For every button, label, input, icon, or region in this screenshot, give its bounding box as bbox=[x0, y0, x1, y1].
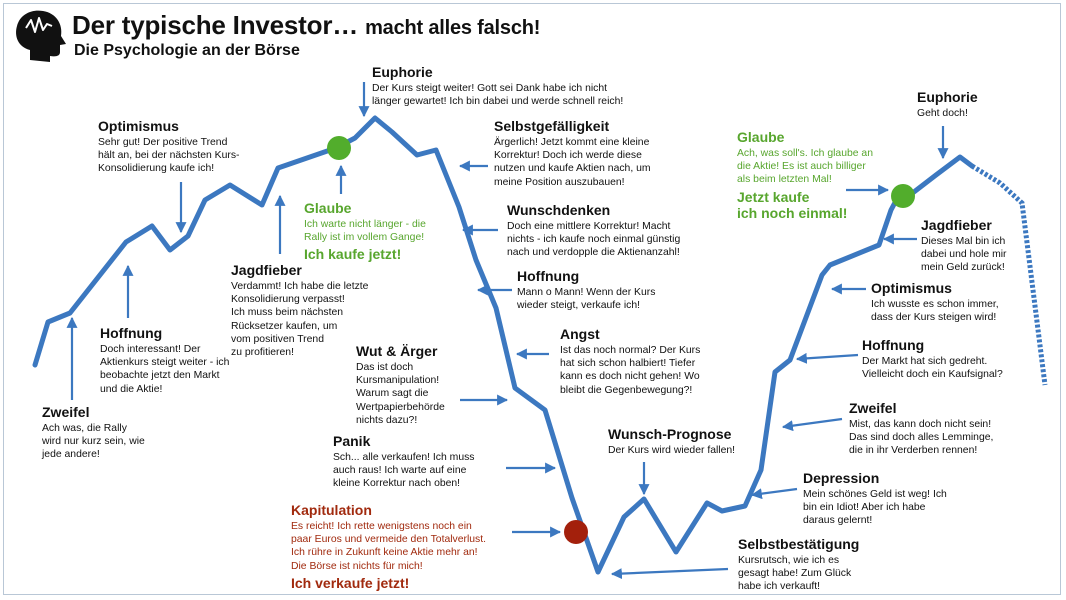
page-title: Der typische Investor… macht alles falsc… bbox=[72, 10, 540, 41]
title-tail-text: macht alles falsch! bbox=[365, 17, 541, 39]
label-glaube-2: Glaube Ach, was soll's. Ich glaube an di… bbox=[737, 129, 873, 221]
label-text: Der Kurs steigt weiter! Gott sei Dank ha… bbox=[372, 83, 624, 108]
label-euphorie-1: Euphorie Der Kurs steigt weiter! Gott se… bbox=[372, 64, 623, 108]
label-text: Sch... alle verkaufen! Ich muss auch rau… bbox=[333, 452, 475, 490]
label-text: Mist, das kann doch nicht sein! Das sind… bbox=[849, 419, 994, 457]
label-title: Selbstgefälligkeit bbox=[494, 118, 610, 134]
buy-call: Jetzt kaufe ich noch einmal! bbox=[737, 188, 848, 221]
label-text: Das ist doch Kursmanipulation! Warum sag… bbox=[356, 362, 445, 426]
label-angst: Angst Ist das noch normal? Der Kurs hat … bbox=[560, 326, 700, 397]
label-hoffnung-3: Hoffnung Der Markt hat sich gedreht. Vie… bbox=[862, 337, 1003, 381]
label-title: Glaube bbox=[737, 129, 785, 145]
label-text: Ich wusste es schon immer, dass der Kurs… bbox=[871, 299, 999, 324]
sell-call: Ich verkaufe jetzt! bbox=[291, 574, 410, 591]
label-title: Zweifel bbox=[849, 400, 897, 416]
label-title: Zweifel bbox=[42, 404, 90, 420]
title-main-text: Der typische Investor… bbox=[72, 10, 359, 40]
label-euphorie-2: Euphorie Geht doch! bbox=[917, 89, 978, 120]
label-kapitulation: Kapitulation Es reicht! Ich rette wenigs… bbox=[291, 502, 486, 591]
label-text: Dieses Mal bin ich dabei und hole mir me… bbox=[921, 236, 1007, 274]
label-wunschdenken: Wunschdenken Doch eine mittlere Korrektu… bbox=[507, 202, 680, 260]
label-title: Euphorie bbox=[372, 64, 433, 80]
label-selbstgefaelligkeit: Selbstgefälligkeit Ärgerlich! Jetzt komm… bbox=[494, 118, 651, 189]
buy-marker-2 bbox=[891, 184, 915, 208]
label-title: Optimismus bbox=[871, 280, 952, 296]
label-text: Sehr gut! Der positive Trend hält an, be… bbox=[98, 137, 240, 175]
label-panik: Panik Sch... alle verkaufen! Ich muss au… bbox=[333, 433, 475, 491]
buy-marker-1 bbox=[327, 136, 351, 160]
label-text: Kursrutsch, wie ich es gesagt habe! Zum … bbox=[738, 555, 852, 593]
label-optimismus-2: Optimismus Ich wusste es schon immer, da… bbox=[871, 280, 999, 324]
label-title: Selbstbestätigung bbox=[738, 536, 860, 552]
label-text: Verdammt! Ich habe die letzte Konsolidie… bbox=[231, 281, 369, 359]
price-curve bbox=[32, 115, 975, 575]
label-wut-aerger: Wut & Ärger Das ist doch Kursmanipulatio… bbox=[356, 343, 445, 427]
label-text: Ich warte nicht länger - die Rally ist i… bbox=[304, 219, 426, 244]
page-subtitle: Die Psychologie an der Börse bbox=[74, 42, 300, 59]
label-title: Depression bbox=[803, 470, 880, 486]
label-text: Der Kurs wird wieder fallen! bbox=[608, 445, 736, 456]
label-wunsch-prognose: Wunsch-Prognose Der Kurs wird wieder fal… bbox=[608, 426, 735, 457]
label-title: Euphorie bbox=[917, 89, 978, 105]
label-jagdfieber-2: Jagdfieber Dieses Mal bin ich dabei und … bbox=[921, 217, 1007, 275]
label-text: Ärgerlich! Jetzt kommt eine kleine Korre… bbox=[494, 137, 651, 188]
label-selbstbestaetigung: Selbstbestätigung Kursrutsch, wie ich es… bbox=[738, 536, 859, 594]
label-text: Doch interessant! Der Aktienkurs steigt … bbox=[100, 344, 230, 395]
label-title: Jagdfieber bbox=[921, 217, 992, 233]
label-title: Hoffnung bbox=[517, 268, 580, 284]
label-title: Wunsch-Prognose bbox=[608, 426, 732, 442]
label-title: Optimismus bbox=[98, 118, 179, 134]
label-text: Mein schönes Geld ist weg! Ich bin ein I… bbox=[803, 489, 947, 527]
pointer-arrows bbox=[66, 82, 949, 580]
label-text: Ach, was soll's. Ich glaube an die Aktie… bbox=[737, 148, 873, 186]
label-title: Hoffnung bbox=[862, 337, 925, 353]
label-text: Es reicht! Ich rette wenigstens noch ein… bbox=[291, 521, 487, 572]
head-with-brain-icon bbox=[16, 10, 66, 63]
label-depression: Depression Mein schönes Geld ist weg! Ic… bbox=[803, 470, 947, 528]
label-title: Glaube bbox=[304, 200, 352, 216]
label-title: Panik bbox=[333, 433, 371, 449]
label-zweifel-1: Zweifel Ach was, die Rally wird nur kurz… bbox=[42, 404, 145, 462]
label-glaube-1: Glaube Ich warte nicht länger - die Rall… bbox=[304, 200, 426, 262]
label-text: Geht doch! bbox=[917, 108, 968, 119]
label-text: Ach was, die Rally wird nur kurz sein, w… bbox=[42, 423, 145, 461]
sell-marker bbox=[564, 520, 588, 544]
label-title: Wut & Ärger bbox=[356, 343, 438, 359]
border-frame bbox=[3, 3, 1061, 595]
label-text: Der Markt hat sich gedreht. Vielleicht d… bbox=[862, 356, 1003, 381]
label-title: Hoffnung bbox=[100, 325, 163, 341]
price-curve-dashed bbox=[970, 163, 1048, 386]
label-title: Kapitulation bbox=[291, 502, 372, 518]
label-title: Angst bbox=[560, 326, 600, 342]
label-text: Mann o Mann! Wenn der Kurs wieder steigt… bbox=[517, 287, 656, 312]
label-text: Ist das noch normal? Der Kurs hat sich s… bbox=[560, 345, 701, 396]
label-hoffnung-1: Hoffnung Doch interessant! Der Aktienkur… bbox=[100, 325, 229, 396]
label-title: Wunschdenken bbox=[507, 202, 611, 218]
label-text: Doch eine mittlere Korrektur! Macht nich… bbox=[507, 221, 681, 259]
label-title: Jagdfieber bbox=[231, 262, 302, 278]
label-optimismus-1: Optimismus Sehr gut! Der positive Trend … bbox=[98, 118, 240, 176]
label-jagdfieber-1: Jagdfieber Verdammt! Ich habe die letzte… bbox=[231, 262, 368, 359]
buy-call: Ich kaufe jetzt! bbox=[304, 246, 402, 263]
label-hoffnung-2: Hoffnung Mann o Mann! Wenn der Kurs wied… bbox=[517, 268, 655, 312]
label-zweifel-2: Zweifel Mist, das kann doch nicht sein! … bbox=[849, 400, 993, 458]
